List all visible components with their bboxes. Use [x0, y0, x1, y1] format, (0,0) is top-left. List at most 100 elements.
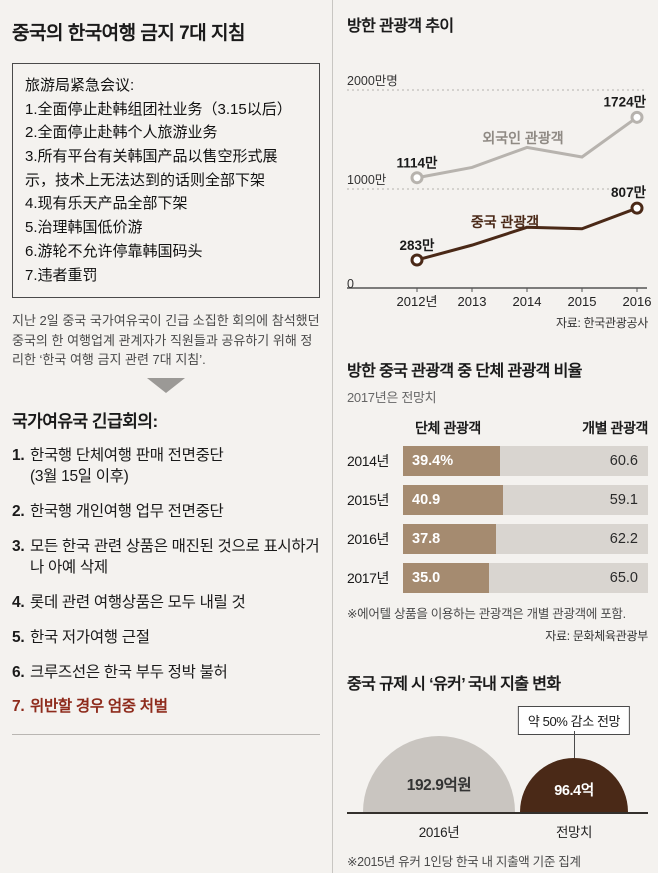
spending-dome: 192.9억원	[363, 736, 515, 813]
y-tick-label: 2000만명	[347, 74, 398, 88]
down-arrow-icon	[147, 377, 185, 393]
directive-text: 한국행 개인여행 업무 전면중단	[30, 503, 224, 521]
group-segment: 35.0	[403, 563, 489, 593]
right-column: 방한 관광객 추이 2012년 2013 2014 2015 2016 2000만명 100…	[333, 0, 658, 873]
directive-item: 3. 모든 한국 관련 상품은 매진된 것으로 표시하거나 아예 삭제	[12, 536, 320, 579]
directive-text: 크루즈선은 한국 부두 정박 불허	[30, 663, 228, 681]
directive-number: 7.	[12, 698, 25, 716]
trend-chart-svg: 2012년 2013 2014 2015 2016 2000만명 1000만 0 1114만 17…	[347, 74, 651, 309]
group-segment: 39.4%	[403, 446, 500, 476]
spending-title: 중국 규제 시 ‘유커’ 국내 지출 변화	[347, 676, 561, 694]
ratio-row: 2014년 39.4% 60.6	[347, 446, 648, 476]
chinese-memo: 旅游局紧急会议: 1.全面停止赴韩组团社业务（3.15以后） 2.全面停止赴韩个人旅…	[12, 63, 320, 299]
individual-segment: 65.0	[488, 563, 648, 593]
group-ratio-subtitle: 2017년은 전망치	[347, 390, 437, 405]
year-label: 2016년	[347, 531, 390, 547]
x-tick-label: 2015	[568, 294, 597, 309]
directive-number: 5.	[12, 628, 25, 646]
directive-text: 한국행 단체여행 판매 전면중단 (3월 15일 이후)	[30, 446, 224, 486]
series-name-label: 중국 관광객	[471, 214, 539, 230]
group-ratio-title: 방한 중국 관광객 중 단체 관광객 비율	[347, 363, 582, 380]
directive-item: 6. 크루즈선은 한국 부두 정박 불허	[12, 662, 320, 684]
directive-item: 7. 위반할 경우 엄중 처벌	[12, 696, 320, 718]
series-line	[416, 116, 638, 180]
spending-labels: 2016년 전망치	[347, 819, 648, 841]
directive-number: 4.	[12, 594, 25, 612]
directive-number: 2.	[12, 503, 25, 521]
data-point	[410, 171, 424, 185]
value-label: 1724만	[604, 94, 647, 109]
memo-line: 1.全面停止赴韩组团社业务（3.15以后）	[25, 100, 292, 118]
ratio-bar: 40.9 59.1	[403, 485, 648, 515]
memo-line: 5.治理韩国低价游	[25, 219, 143, 237]
spending-value: 96.4억	[554, 783, 594, 800]
group-ratio-rows: 2014년 39.4% 60.6 2015년 40.9 59.1 2016년 37.8 62.2…	[347, 446, 648, 593]
x-tick-label: 2012년	[397, 294, 438, 309]
x-tick-label: 2014	[513, 294, 542, 309]
spending-note: ※2015년 유커 1인당 한국 내 지출액 기준 집계	[347, 855, 581, 870]
data-point	[630, 110, 644, 124]
ratio-bar: 39.4% 60.6	[403, 446, 648, 476]
spending-period-label: 전망치	[555, 825, 593, 841]
directive-number: 6.	[12, 663, 25, 681]
trend-chart-section: 방한 관광객 추이 2012년 2013 2014 2015 2016 2000만명 100…	[347, 12, 651, 331]
directive-number: 3.	[12, 537, 25, 555]
left-column: 중국의 한국여행 금지 7대 지침 旅游局紧急会议: 1.全面停止赴韩组团社业务（…	[12, 23, 320, 735]
series-line	[416, 206, 638, 262]
memo-line: 3.所有平台有关韩国产品以售空形式展示，技术上无法达到的话则全部下架	[25, 148, 278, 189]
x-tick-label: 2016	[623, 294, 652, 309]
ratio-bar: 35.0 65.0	[403, 563, 648, 593]
ratio-row: 2015년 40.9 59.1	[347, 485, 648, 515]
spending-period-label: 2016년	[418, 825, 460, 841]
meeting-heading: 국가여유국 긴급회의:	[12, 411, 158, 431]
directive-item: 4. 롯데 관련 여행상품은 모두 내릴 것	[12, 592, 320, 614]
directive-item: 5. 한국 저가여행 근절	[12, 627, 320, 649]
y-tick-label: 1000만	[347, 173, 387, 187]
ratio-row: 2017년 35.0 65.0	[347, 563, 648, 593]
bottom-divider	[12, 733, 320, 735]
directive-text: 롯데 관련 여행상품은 모두 내릴 것	[30, 594, 246, 612]
value-label: 807만	[611, 185, 647, 200]
memo-line: 4.现有乐天产品全部下架	[25, 195, 188, 213]
memo-caption: 지난 2일 중국 국가여유국이 긴급 소집한 회의에 참석했던 중국의 한 여행…	[12, 313, 320, 368]
individual-segment: 60.6	[499, 446, 648, 476]
group-ratio-source: 자료: 문화체육관광부	[545, 629, 648, 644]
data-point	[630, 201, 644, 215]
value-label: 283만	[400, 238, 436, 253]
group-ratio-note: ※에어텔 상품을 이용하는 관광객은 개별 관광객에 포함.	[347, 607, 626, 621]
individual-segment: 59.1	[503, 485, 648, 515]
year-label: 2017년	[347, 570, 390, 586]
spending-chart-area: 약 50% 감소 전망 192.9억원 96.4억	[347, 706, 648, 815]
ratio-header: 단체 관광객 개별 관광객	[347, 418, 648, 438]
directives-list: 1. 한국행 단체여행 판매 전면중단 (3월 15일 이후) 2. 한국행 개인여행…	[12, 445, 320, 718]
group-segment: 40.9	[403, 485, 504, 515]
column-divider	[332, 0, 333, 873]
directive-item: 1. 한국행 단체여행 판매 전면중단 (3월 15일 이후)	[12, 445, 320, 488]
group-tourist-header: 단체 관광객	[415, 420, 481, 436]
value-label: 1114만	[397, 156, 439, 171]
trend-chart-title: 방한 관광객 추이	[347, 18, 454, 35]
memo-line: 6.游轮不允许停靠韩国码头	[25, 242, 203, 260]
directive-text: 위반할 경우 엄중 처벌	[30, 698, 168, 716]
spending-section: 중국 규제 시 ‘유커’ 국내 지출 변화 약 50% 감소 전망 192.9억…	[347, 670, 648, 871]
callout-connector	[574, 731, 575, 759]
page-title: 중국의 한국여행 금지 7대 지침	[12, 23, 245, 44]
spending-value: 192.9억원	[406, 777, 472, 795]
memo-line: 旅游局紧急会议:	[25, 77, 135, 94]
ratio-row: 2016년 37.8 62.2	[347, 524, 648, 554]
directive-item: 2. 한국행 개인여행 업무 전면중단	[12, 501, 320, 523]
trend-chart-source: 자료: 한국관광공사	[556, 316, 648, 330]
data-point	[410, 253, 424, 267]
directive-number: 1.	[12, 446, 25, 464]
spending-callout: 약 50% 감소 전망	[517, 706, 631, 736]
x-tick-label: 2013	[458, 294, 487, 309]
group-segment: 37.8	[403, 524, 496, 554]
year-label: 2015년	[347, 492, 390, 508]
spending-dome: 96.4억	[520, 758, 628, 813]
group-ratio-section: 방한 중국 관광객 중 단체 관광객 비율 2017년은 전망치 단체 관광객 …	[347, 357, 648, 644]
individual-segment: 62.2	[495, 524, 648, 554]
year-label: 2014년	[347, 453, 390, 469]
y-tick-label: 0	[347, 277, 354, 291]
directive-text: 모든 한국 관련 상품은 매진된 것으로 표시하거나 아예 삭제	[30, 537, 320, 577]
